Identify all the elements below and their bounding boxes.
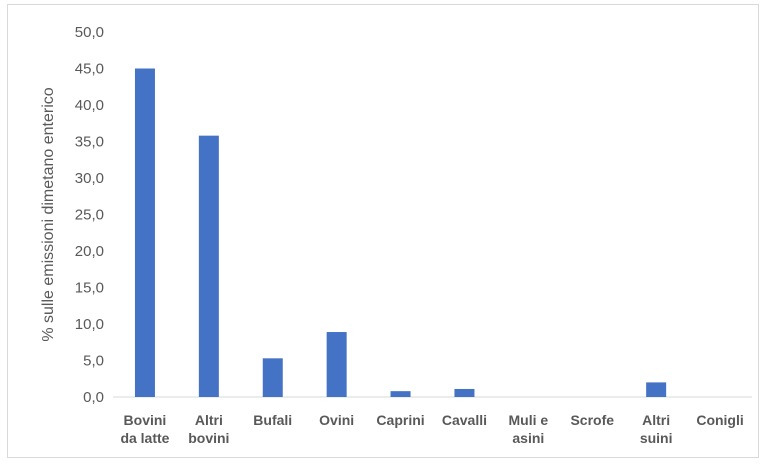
y-tick-label: 0,0 (83, 389, 104, 406)
x-tick-label: Cavalli (442, 412, 487, 428)
x-tick-label: Bufali (253, 412, 292, 428)
x-tick-label: Altri (195, 412, 223, 428)
bar (134, 68, 155, 397)
y-axis-label: % sulle emissioni dimetano enterico (40, 87, 57, 341)
chart-frame (7, 4, 759, 458)
bar (198, 135, 219, 397)
y-tick-label: 30,0 (75, 170, 104, 187)
bar (454, 388, 475, 397)
bar (390, 391, 411, 397)
x-tick-label: Bovini (124, 412, 167, 428)
x-tick-label: Scrofe (570, 412, 614, 428)
x-tick-label: asini (512, 430, 544, 446)
x-tick-label: suini (640, 430, 673, 446)
bar (646, 382, 667, 397)
y-tick-label: 40,0 (75, 97, 104, 114)
y-tick-label: 25,0 (75, 207, 104, 224)
bar (262, 358, 283, 397)
bar (326, 332, 347, 397)
y-tick-label: 50,0 (75, 24, 104, 41)
y-tick-label: 35,0 (75, 134, 104, 151)
y-tick-label: 10,0 (75, 316, 104, 333)
y-tick-label: 20,0 (75, 243, 104, 260)
x-tick-label: bovini (188, 430, 229, 446)
x-tick-label: da latte (120, 430, 169, 446)
x-tick-label: Altri (642, 412, 670, 428)
x-tick-label: Conigli (696, 412, 743, 428)
x-tick-label: Caprini (376, 412, 424, 428)
y-tick-label: 15,0 (75, 280, 104, 297)
y-tick-label: 5,0 (83, 353, 104, 370)
x-tick-label: Muli e (509, 412, 549, 428)
x-tick-label: Ovini (319, 412, 354, 428)
y-tick-label: 45,0 (75, 61, 104, 78)
